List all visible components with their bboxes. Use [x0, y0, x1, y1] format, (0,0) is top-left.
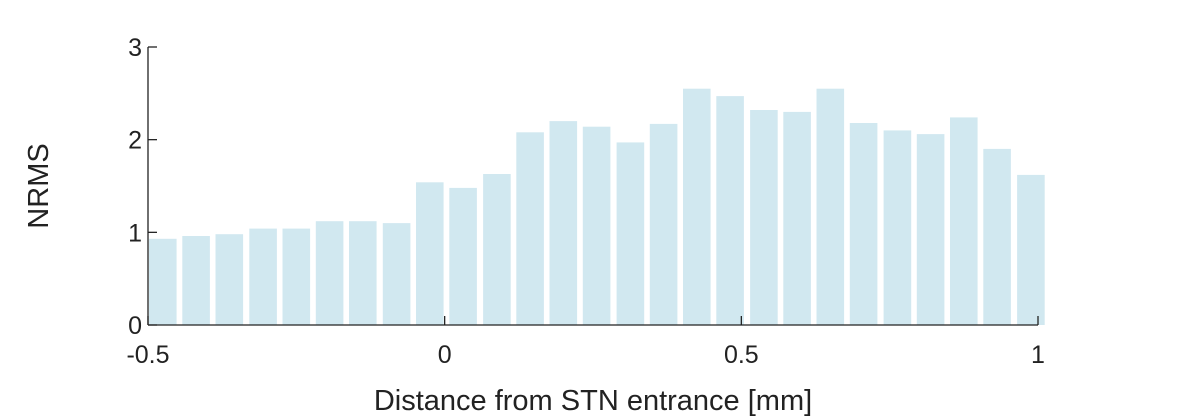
x-tick-label: 0.5 — [724, 341, 759, 369]
y-axis-title: NRMS — [23, 143, 55, 228]
x-tick-label: -0.5 — [126, 341, 169, 369]
bar — [1017, 174, 1045, 325]
bar — [549, 121, 578, 325]
bar — [649, 123, 678, 326]
y-tick-label: 3 — [128, 34, 142, 62]
x-ticks-group: -0.5 0 0.5 1 — [126, 316, 1045, 369]
bar — [149, 238, 177, 325]
bar — [750, 110, 778, 325]
bar — [716, 96, 744, 325]
bar — [783, 111, 811, 326]
bar — [916, 134, 945, 325]
bar — [449, 187, 477, 325]
y-ticks-group: 0 1 2 3 — [128, 34, 157, 340]
bar — [315, 221, 344, 325]
bar — [582, 126, 611, 325]
bar — [416, 182, 444, 325]
bar — [249, 228, 277, 325]
y-tick-label: 2 — [128, 127, 142, 155]
bar — [883, 130, 912, 325]
bar — [349, 221, 377, 325]
bars-group — [149, 88, 1045, 326]
bar — [516, 132, 544, 325]
bar — [849, 123, 878, 325]
x-axis-title: Distance from STN entrance [mm] — [374, 385, 812, 417]
bar — [816, 88, 845, 325]
bar — [182, 236, 210, 325]
y-tick-label: 1 — [128, 219, 142, 247]
bar — [950, 117, 978, 326]
bar — [215, 234, 244, 325]
bar — [382, 223, 411, 325]
bar — [616, 142, 645, 325]
x-tick-label: 0 — [438, 341, 452, 369]
x-tick-label: 1 — [1031, 341, 1045, 369]
bar — [683, 88, 711, 325]
bar — [483, 174, 511, 325]
bar — [983, 148, 1011, 325]
y-tick-label: 0 — [128, 312, 142, 340]
bar — [282, 228, 311, 325]
